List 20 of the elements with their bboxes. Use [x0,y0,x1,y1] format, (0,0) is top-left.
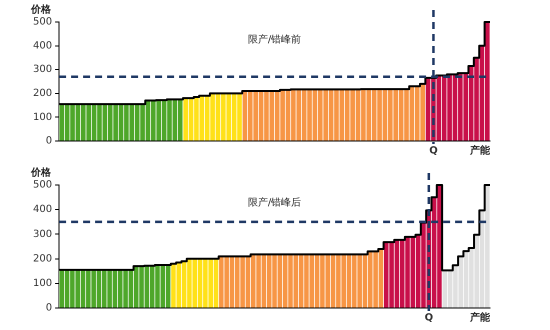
x-axis-title: 产能 [469,312,491,324]
y-tick-label: 500 [32,16,52,28]
x-tick-label: Q [429,146,438,157]
y-tick-label: 0 [46,302,52,314]
x-axis-title: 产能 [469,144,491,157]
y-tick-label: 400 [32,204,52,216]
y-tick-label: 0 [46,136,52,147]
y-tick-label: 400 [32,40,52,52]
y-tick-label: 200 [32,253,52,264]
y-tick-label: 500 [32,180,52,191]
y-tick-label: 100 [32,278,52,289]
y-tick-label: 300 [32,64,52,76]
annotation: 限产/错峰后 [248,196,302,209]
y-axis-title: 价格 [30,166,52,179]
y-axis-title: 价格 [30,4,52,16]
y-tick-label: 100 [32,112,52,123]
x-tick-label: Q [424,312,434,324]
y-tick-label: 200 [32,88,52,99]
y-tick-label: 300 [32,228,52,240]
annotation: 限产/错峰前 [248,34,302,46]
